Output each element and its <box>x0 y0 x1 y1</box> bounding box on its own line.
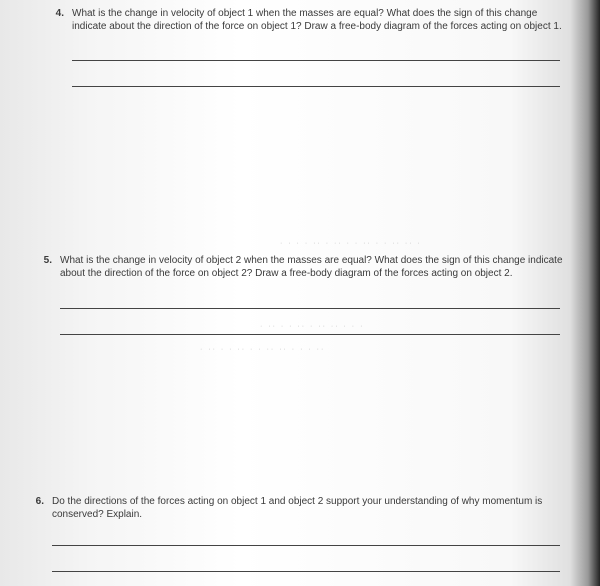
question-4: 4. What is the change in velocity of obj… <box>50 8 570 33</box>
question-5: 5. What is the change in velocity of obj… <box>38 255 570 280</box>
question-6: 6. Do the directions of the forces actin… <box>30 496 570 521</box>
question-number: 5. <box>38 255 52 266</box>
answer-line <box>52 571 560 572</box>
question-number: 4. <box>50 8 64 19</box>
answer-line <box>72 60 560 61</box>
answer-line <box>60 308 560 309</box>
question-text: What is the change in velocity of object… <box>60 255 570 280</box>
worksheet-page: 4. What is the change in velocity of obj… <box>0 0 600 586</box>
answer-line <box>72 86 560 87</box>
print-noise: · ·· · · ·· · · ·· ·· · · · ·· <box>200 346 325 353</box>
answer-line <box>52 545 560 546</box>
question-text: What is the change in velocity of object… <box>72 8 570 33</box>
print-noise: · ·· · · ·· · ·· ·· · · · <box>260 323 364 330</box>
print-noise: · · · · ·· · ·· · · ·· · · ·· ·· · <box>280 240 422 247</box>
question-number: 6. <box>30 496 44 507</box>
question-text: Do the directions of the forces acting o… <box>52 496 570 521</box>
answer-line <box>60 334 560 335</box>
